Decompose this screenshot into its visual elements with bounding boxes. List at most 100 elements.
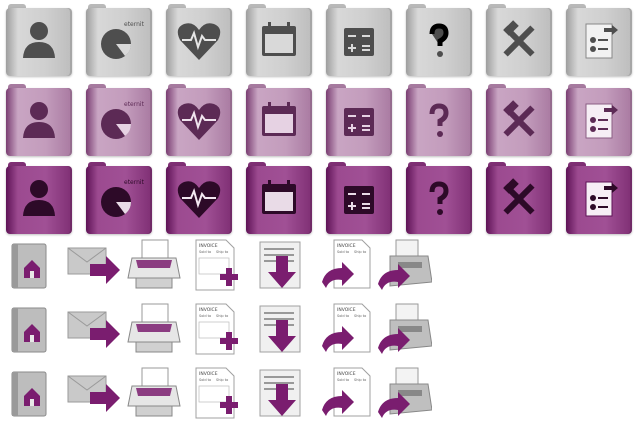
user-icon (23, 102, 55, 138)
invoice-send-icon: INVOICE Sold to Ship to (322, 303, 371, 353)
fax-send-icon (378, 303, 433, 354)
heart-pulse-icon (177, 103, 221, 140)
tools-icon (503, 178, 535, 215)
download-doc-action[interactable] (256, 366, 312, 422)
tools-icon (503, 20, 535, 57)
calendar-icon (262, 102, 296, 136)
mail-forward-action[interactable] (66, 302, 122, 358)
download-doc-action[interactable] (256, 302, 312, 358)
folder-calendar-icon[interactable] (246, 162, 312, 234)
home-icon (11, 371, 47, 417)
invoice-send-icon: INVOICE Sold to Ship to (322, 239, 371, 289)
svg-text:Sold to: Sold to (337, 378, 349, 382)
folder-help-icon[interactable] (406, 4, 472, 76)
folder-calculator-icon[interactable] (326, 162, 392, 234)
heart-pulse-icon (177, 181, 221, 218)
fax-send-action[interactable] (376, 302, 433, 358)
user-icon (23, 22, 55, 58)
svg-text:Ship to: Ship to (216, 250, 228, 254)
home-action[interactable] (6, 366, 62, 422)
printer-icon (127, 239, 181, 289)
svg-text:Ship to: Ship to (354, 314, 366, 318)
folder-calculator-icon[interactable] (326, 84, 392, 156)
printer-action[interactable] (126, 302, 182, 358)
calendar-icon (262, 180, 296, 214)
home-icon (11, 243, 47, 289)
printer-action[interactable] (126, 366, 182, 422)
home-action[interactable] (6, 302, 62, 358)
folder-pie-chart-icon[interactable]: eternity (86, 84, 152, 156)
home-action[interactable] (6, 238, 62, 294)
mail-forward-icon (67, 247, 120, 284)
folder-tools-icon[interactable] (486, 162, 552, 234)
fax-send-action[interactable] (376, 238, 433, 294)
mail-forward-action[interactable] (66, 238, 122, 294)
folder-tools-icon[interactable] (486, 4, 552, 76)
document-user-icon (585, 23, 618, 59)
svg-text:INVOICE: INVOICE (337, 307, 356, 313)
pie-chart-icon: eternity (101, 179, 144, 217)
invoice-add-action[interactable]: INVOICE Sold to Ship to (190, 238, 246, 294)
svg-text:Ship to: Ship to (216, 378, 228, 382)
folder-help-icon[interactable] (406, 162, 472, 234)
folder-document-user-icon[interactable] (566, 4, 632, 76)
fax-send-action[interactable] (376, 366, 433, 422)
pie-chart-icon: eternity (101, 21, 144, 59)
invoice-add-action[interactable]: INVOICE Sold to Ship to (190, 302, 246, 358)
user-icon (23, 180, 55, 216)
folder-document-user-icon[interactable] (566, 162, 632, 234)
svg-text:Sold to: Sold to (199, 314, 211, 318)
invoice-send-action[interactable]: INVOICE Sold to Ship to (320, 238, 376, 294)
mail-forward-icon (67, 311, 120, 348)
folder-calculator-icon[interactable] (326, 4, 392, 76)
folder-user-icon[interactable] (6, 4, 72, 76)
download-doc-icon (259, 305, 301, 353)
document-user-icon (585, 103, 618, 139)
folder-pie-chart-icon[interactable]: eternity (86, 4, 152, 76)
help-icon (429, 103, 449, 137)
folder-calendar-icon[interactable] (246, 4, 312, 76)
printer-action[interactable] (126, 238, 182, 294)
invoice-send-icon: INVOICE Sold to Ship to (322, 367, 371, 417)
svg-text:Ship to: Ship to (216, 314, 228, 318)
fax-send-icon (378, 367, 433, 418)
printer-icon (127, 303, 181, 353)
pie-label: eternity (124, 21, 144, 28)
folder-heart-pulse-icon[interactable] (166, 4, 232, 76)
folder-document-user-icon[interactable] (566, 84, 632, 156)
folder-help-icon[interactable] (406, 84, 472, 156)
help-icon (429, 23, 449, 57)
svg-text:Ship to: Ship to (354, 250, 366, 254)
invoice-add-icon: INVOICE Sold to Ship to (195, 239, 238, 291)
calendar-icon (262, 22, 296, 56)
home-icon (11, 307, 47, 353)
folder-calendar-icon[interactable] (246, 84, 312, 156)
folder-pie-chart-icon[interactable]: eternity (86, 162, 152, 234)
help-icon (429, 181, 449, 215)
svg-text:Sold to: Sold to (199, 250, 211, 254)
svg-text:INVOICE: INVOICE (199, 307, 218, 313)
folder-heart-pulse-icon[interactable] (166, 84, 232, 156)
svg-text:INVOICE: INVOICE (337, 371, 356, 377)
heart-pulse-icon (177, 23, 221, 60)
folder-heart-pulse-icon[interactable] (166, 162, 232, 234)
folder-user-icon[interactable] (6, 162, 72, 234)
mail-forward-action[interactable] (66, 366, 122, 422)
folder-tools-icon[interactable] (486, 84, 552, 156)
pie-label: eternity (124, 101, 144, 108)
download-doc-action[interactable] (256, 238, 312, 294)
pie-chart-icon: eternity (101, 101, 144, 139)
svg-text:INVOICE: INVOICE (199, 371, 218, 377)
fax-send-icon (378, 239, 433, 290)
svg-text:INVOICE: INVOICE (337, 243, 356, 249)
invoice-send-action[interactable]: INVOICE Sold to Ship to (320, 366, 376, 422)
invoice-send-action[interactable]: INVOICE Sold to Ship to (320, 302, 376, 358)
svg-text:Sold to: Sold to (337, 314, 349, 318)
invoice-add-action[interactable]: INVOICE Sold to Ship to (190, 366, 246, 422)
calculator-icon (344, 28, 374, 56)
folder-user-icon[interactable] (6, 84, 72, 156)
printer-icon (127, 367, 181, 417)
download-doc-icon (259, 369, 301, 417)
svg-text:Ship to: Ship to (354, 378, 366, 382)
